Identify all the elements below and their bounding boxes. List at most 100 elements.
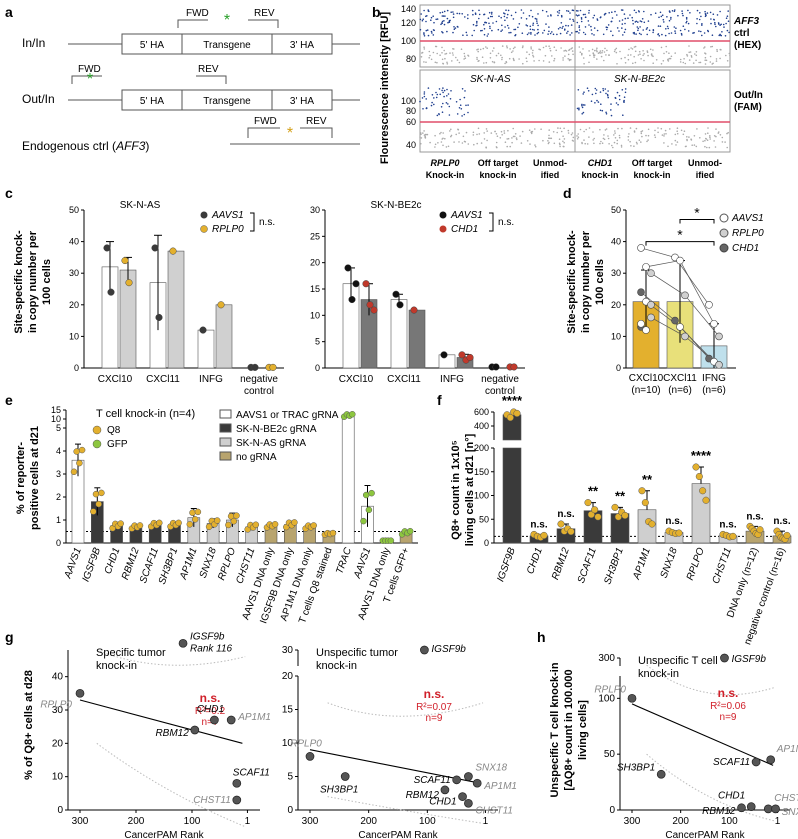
b-dot: [432, 15, 435, 17]
b-dot: [450, 11, 453, 13]
b-dot: [621, 23, 624, 25]
b-dot: [438, 113, 440, 115]
d-link: [684, 295, 720, 337]
b-dot: [661, 14, 664, 16]
b-dot: [712, 13, 715, 15]
fwd-label-2: FWD: [78, 64, 101, 75]
b-dot: [495, 20, 498, 23]
f-sig: n.s.: [557, 509, 574, 520]
b-dot: [618, 94, 621, 97]
b-dot: [654, 12, 657, 14]
b-dot: [467, 104, 469, 106]
b-dot: [483, 28, 486, 30]
b-dot: [607, 90, 609, 92]
b-xcat: RPLP0: [430, 158, 459, 168]
b-dot: [724, 35, 727, 37]
b-dot: [434, 61, 437, 64]
b-dot: [709, 135, 711, 137]
b-dot: [689, 12, 691, 14]
b-dot: [450, 134, 453, 137]
b-dot: [701, 23, 703, 25]
scatter-point: [305, 752, 315, 761]
b-dot: [657, 25, 660, 27]
b-dot: [542, 46, 545, 49]
panel-label-b: b: [372, 4, 381, 20]
b-dot: [432, 29, 435, 31]
b-xcat: knock-in: [633, 170, 670, 180]
b-xcat: Unmod-: [688, 158, 722, 168]
b-dot: [713, 140, 715, 142]
b-dot: [686, 136, 688, 138]
ha3-label: 3' HA: [290, 40, 314, 51]
b-dot: [490, 132, 493, 134]
b-dot: [659, 25, 662, 28]
scatter-point: [232, 795, 242, 805]
b-dot: [476, 22, 478, 24]
b-dot: [562, 25, 564, 28]
b-dot: [684, 28, 686, 31]
point-label: SCAF11: [233, 767, 270, 778]
scatter-point: [766, 755, 776, 765]
b-dot: [439, 12, 442, 14]
b-dot: [419, 136, 421, 138]
b-dot: [572, 53, 574, 56]
b-dot: [446, 88, 448, 91]
b-tick: 80: [406, 54, 416, 64]
b-dot: [585, 128, 587, 131]
b-dot: [458, 61, 461, 64]
panel-label-c: c: [5, 185, 13, 201]
b-dot: [604, 129, 607, 131]
b-dot: [632, 62, 634, 65]
b-dot: [424, 133, 427, 136]
b-dot: [719, 48, 722, 51]
b-dot: [603, 134, 605, 136]
b-dot: [631, 16, 633, 19]
b-dot: [471, 34, 474, 37]
ha5-label-2: 5' HA: [140, 96, 164, 107]
b-dot: [558, 12, 560, 14]
b-dot: [534, 145, 537, 148]
f-point: [783, 531, 791, 539]
b-dot: [704, 53, 707, 55]
b-dot: [553, 142, 556, 145]
e-ylabel: % of reporter-: [15, 442, 27, 514]
b-dot: [704, 46, 706, 48]
b-dot: [679, 61, 682, 63]
b-dot: [534, 144, 536, 146]
scatter-point: [771, 804, 780, 814]
b-dot: [591, 33, 593, 35]
b-dot: [610, 30, 612, 32]
c-xcat: CXCl11: [146, 374, 180, 385]
x-tick-label: 200: [672, 816, 689, 827]
b-dot: [719, 24, 721, 27]
b-dot: [442, 102, 444, 105]
b-dot: [681, 10, 683, 12]
b-dot: [622, 114, 624, 116]
f-xcat: RPLPO: [685, 546, 707, 582]
b-dot: [633, 145, 635, 147]
b-dot: [699, 137, 701, 139]
b-dot: [564, 28, 566, 31]
point-label: RPLP0: [40, 699, 72, 710]
b-dot: [610, 103, 612, 105]
b-dot: [667, 145, 669, 148]
y-tick-label: 0: [609, 805, 615, 816]
b-dot: [436, 61, 438, 64]
b-dot: [670, 55, 673, 58]
b-dot: [528, 129, 531, 131]
b-dot: [474, 12, 477, 14]
b-dot: [660, 63, 663, 65]
b-dot: [472, 13, 474, 16]
c-point: [107, 288, 115, 296]
b-dot: [674, 32, 677, 34]
b-dot: [443, 23, 446, 26]
b-dot: [579, 51, 582, 53]
c-bar: [408, 309, 426, 369]
b-dot: [603, 138, 606, 141]
plot-title: Specific tumor: [96, 647, 166, 659]
x-tick-label: 1: [775, 816, 781, 827]
d-point: [681, 291, 689, 300]
b-dot: [599, 128, 601, 131]
b-dot: [506, 16, 508, 19]
b-dot: [421, 97, 424, 99]
